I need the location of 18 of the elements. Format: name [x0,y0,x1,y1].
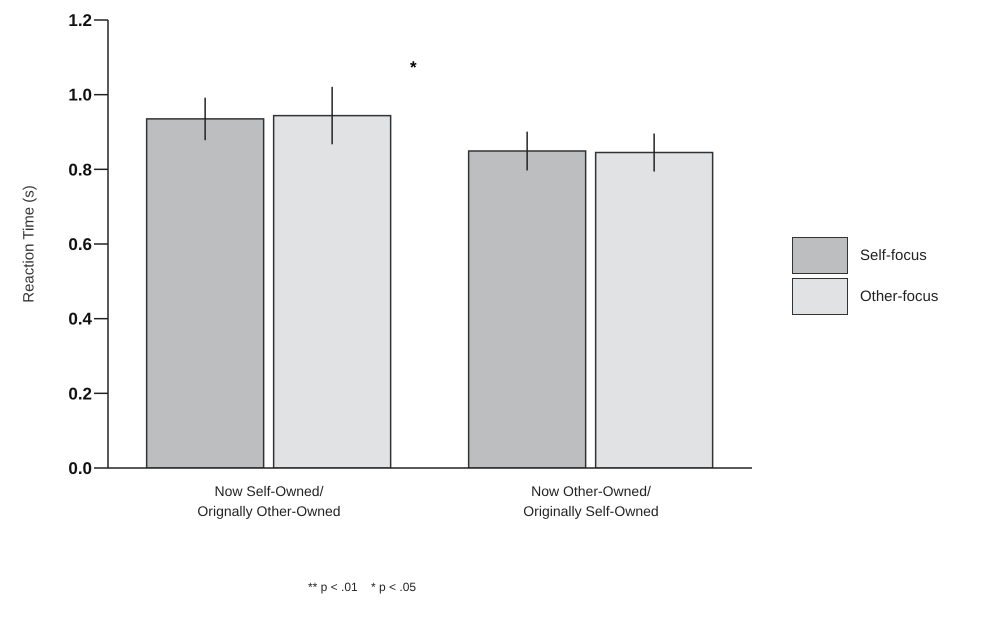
y-tick-label: 0.4 [68,310,93,329]
bar [272,114,392,468]
text: Other-focus [860,288,938,305]
bar [468,150,586,468]
x-tick-label: Now Other-Owned/ Originally Self-Owned [523,483,659,519]
y-tick-label: 0.6 [68,235,92,254]
y-axis-title: Reaction Time (s) [20,185,38,303]
bar [594,152,714,468]
annotation: * [410,58,417,78]
text: Self-focus [860,247,927,264]
bar [146,118,264,468]
y-tick-label: 0.8 [68,160,92,180]
x-tick-label: Now Self-Owned/ Orignally Other-Owned [197,483,341,519]
text: ** p < .01 * p < .05 [308,580,416,594]
y-tick-label: 1.0 [68,86,92,105]
y-tick-label: 0.2 [68,384,92,404]
y-tick-label: 0.0 [68,459,92,478]
y-tick-label: 1.2 [68,11,92,30]
